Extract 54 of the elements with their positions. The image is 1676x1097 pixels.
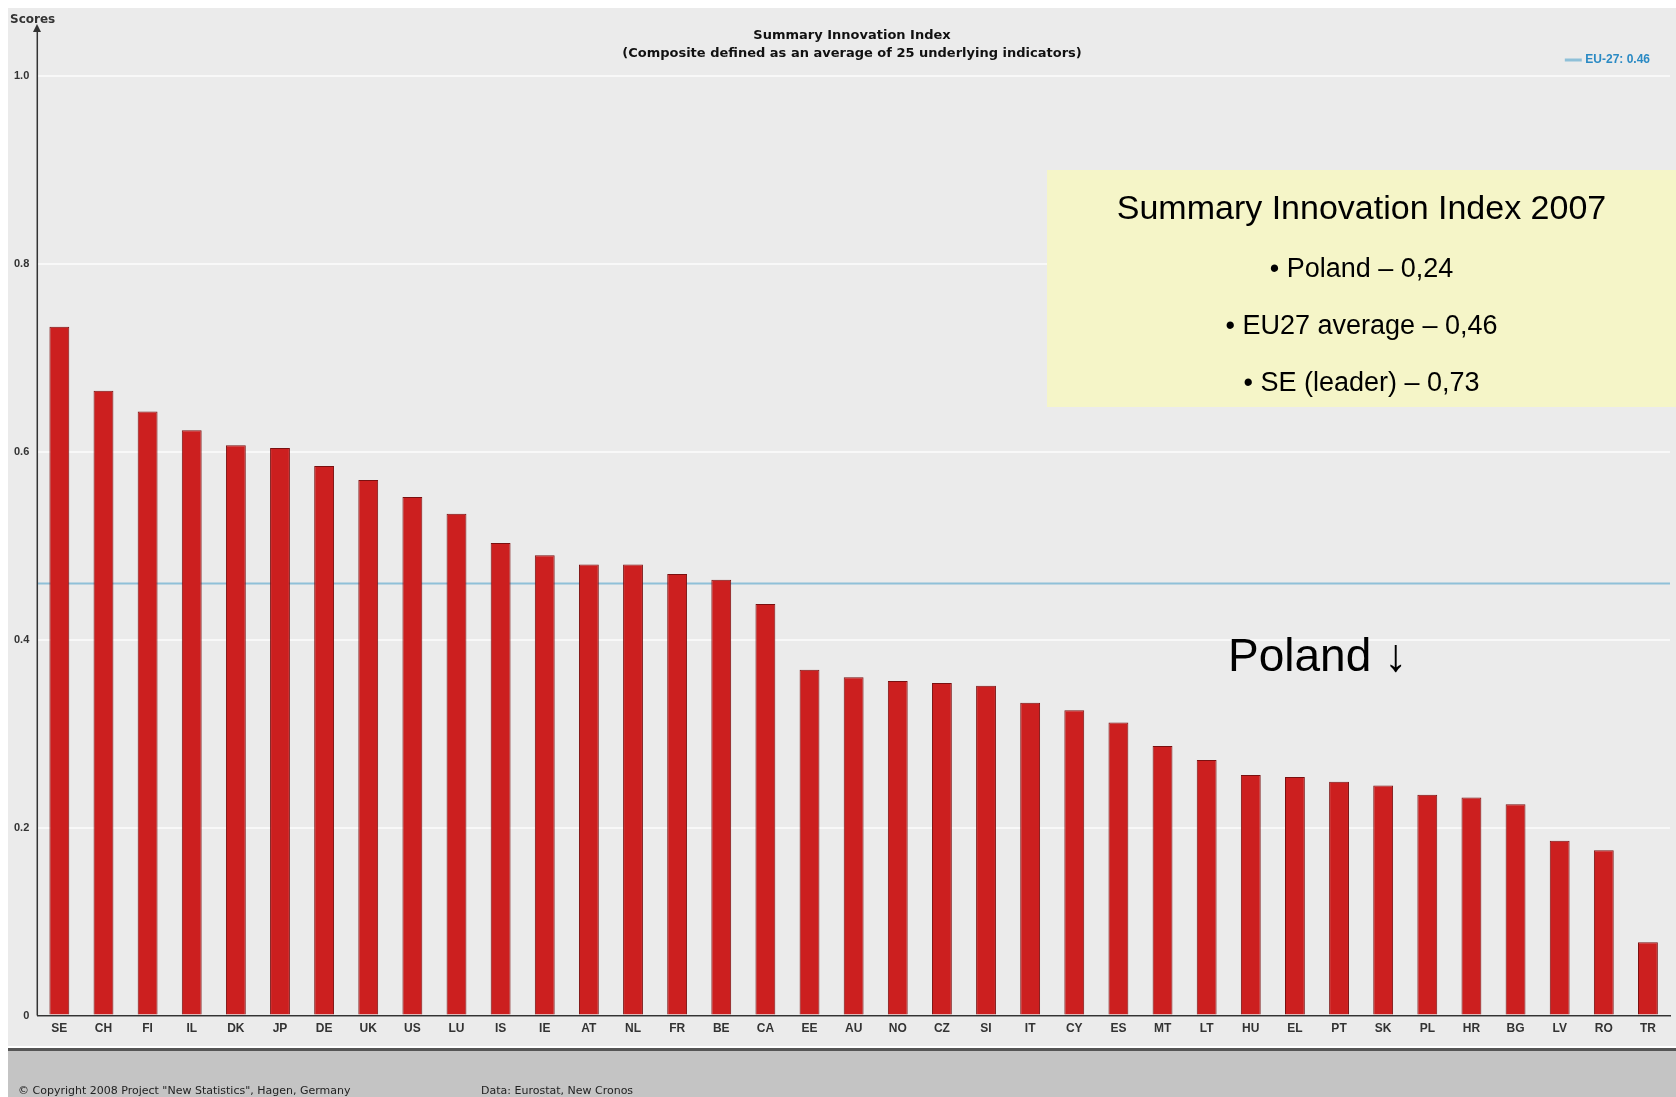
text: © Copyright 2008 Project "New Statistics", Hagen, Germany <box>18 1084 351 1097</box>
x-tick-label: FR <box>669 1021 686 1036</box>
annotation: Summary Innovation Index 2007 <box>1115 187 1608 228</box>
x-tick-label: IL <box>186 1021 198 1036</box>
x-tick-label: SE <box>51 1021 68 1036</box>
x-tick-label: NO <box>888 1021 907 1036</box>
x-tick-label: PL <box>1419 1021 1435 1036</box>
y-tick-label: 0.8 <box>13 256 30 269</box>
x-tick-label: CH <box>94 1021 113 1036</box>
x-tick-label: DK <box>227 1021 245 1036</box>
x-tick-label: LV <box>1552 1021 1567 1036</box>
x-tick-label: TR <box>1639 1021 1657 1036</box>
y-tick-label: 0.4 <box>13 632 31 645</box>
x-tick-label: BE <box>712 1021 730 1036</box>
y-tick-label: 1.0 <box>13 69 30 82</box>
x-tick-label: EL <box>1287 1021 1303 1036</box>
x-tick-label: CA <box>756 1021 775 1036</box>
x-tick-label: CZ <box>933 1021 950 1036</box>
y-axis-title: Scores <box>10 12 56 27</box>
x-tick-label: CY <box>1065 1021 1083 1036</box>
annotation: Poland ↓ <box>1228 628 1408 682</box>
x-tick-label: EE <box>801 1021 818 1036</box>
x-tick-label: IS <box>494 1021 507 1036</box>
x-tick-label: PT <box>1331 1021 1348 1036</box>
y-tick-label: 0.6 <box>13 444 30 457</box>
y-tick-label: 0 <box>23 1008 30 1021</box>
x-tick-label: RO <box>1594 1021 1613 1036</box>
x-tick-label: DE <box>315 1021 333 1036</box>
x-tick-label: AU <box>844 1021 863 1036</box>
x-tick-label: FI <box>142 1021 153 1036</box>
x-tick-label: LT <box>1199 1021 1215 1036</box>
x-tick-label: BG <box>1506 1021 1525 1036</box>
text: Data: Eurostat, New Cronos <box>481 1084 634 1097</box>
x-tick-label: HR <box>1462 1021 1481 1036</box>
x-tick-label: NL <box>625 1021 642 1036</box>
x-tick-label: LU <box>448 1021 465 1036</box>
x-tick-label: HU <box>1242 1021 1260 1036</box>
x-tick-label: SI <box>980 1021 992 1036</box>
x-tick-label: IE <box>539 1021 551 1036</box>
x-tick-label: SK <box>1374 1021 1392 1036</box>
x-tick-label: AT <box>581 1021 598 1036</box>
x-tick-label: US <box>404 1021 421 1036</box>
chart-subtitle: (Composite defined as an average of 25 underlying indicators) <box>622 45 1082 61</box>
annotation: • Poland – 0,24 <box>1268 252 1455 285</box>
x-tick-label: UK <box>359 1021 378 1036</box>
x-tick-label: JP <box>272 1021 288 1036</box>
x-tick-label: MT <box>1153 1021 1172 1036</box>
y-tick-label: 0.2 <box>13 820 30 833</box>
chart-title: Summary Innovation Index <box>753 27 952 43</box>
annotation: • SE (leader) – 0,73 <box>1242 366 1481 399</box>
x-tick-label: ES <box>1110 1021 1127 1036</box>
x-tick-label: IT <box>1024 1021 1037 1036</box>
annotation: • EU27 average – 0,46 <box>1224 309 1499 342</box>
legend-label: EU-27: 0.46 <box>1585 52 1651 67</box>
